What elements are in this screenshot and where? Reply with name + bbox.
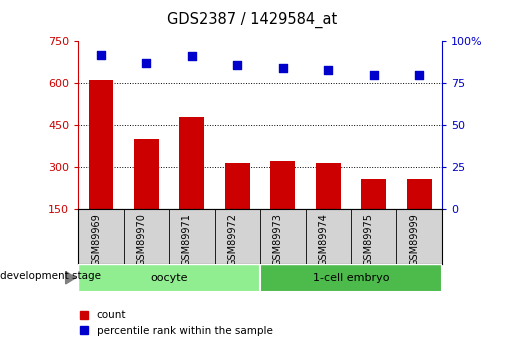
Point — [279, 66, 287, 71]
Point — [370, 72, 378, 78]
Point — [188, 54, 196, 59]
Bar — [260, 264, 442, 292]
Bar — [361, 179, 386, 209]
Text: development stage: development stage — [0, 271, 101, 281]
Point — [97, 52, 105, 58]
Bar — [270, 161, 295, 209]
Point — [415, 72, 423, 78]
Bar — [225, 163, 250, 209]
Bar — [407, 179, 432, 209]
Text: 1-cell embryo: 1-cell embryo — [313, 273, 389, 283]
Text: GSM89974: GSM89974 — [318, 213, 328, 266]
Text: GDS2387 / 1429584_at: GDS2387 / 1429584_at — [167, 12, 338, 28]
Bar — [316, 163, 341, 209]
Point — [142, 60, 150, 66]
Bar — [88, 80, 114, 209]
Bar — [78, 264, 260, 292]
Text: GSM89971: GSM89971 — [182, 213, 192, 266]
Point — [324, 67, 332, 72]
Text: GSM89973: GSM89973 — [273, 213, 283, 266]
Text: GSM89970: GSM89970 — [136, 213, 146, 266]
Text: GSM89969: GSM89969 — [91, 213, 101, 266]
Bar — [179, 117, 205, 209]
Text: GSM89999: GSM89999 — [409, 213, 419, 266]
Point — [233, 62, 241, 68]
Bar — [134, 139, 159, 209]
Legend: count, percentile rank within the sample: count, percentile rank within the sample — [76, 306, 277, 340]
Text: GSM89972: GSM89972 — [227, 213, 237, 266]
Text: GSM89975: GSM89975 — [364, 213, 374, 266]
Text: oocyte: oocyte — [150, 273, 188, 283]
